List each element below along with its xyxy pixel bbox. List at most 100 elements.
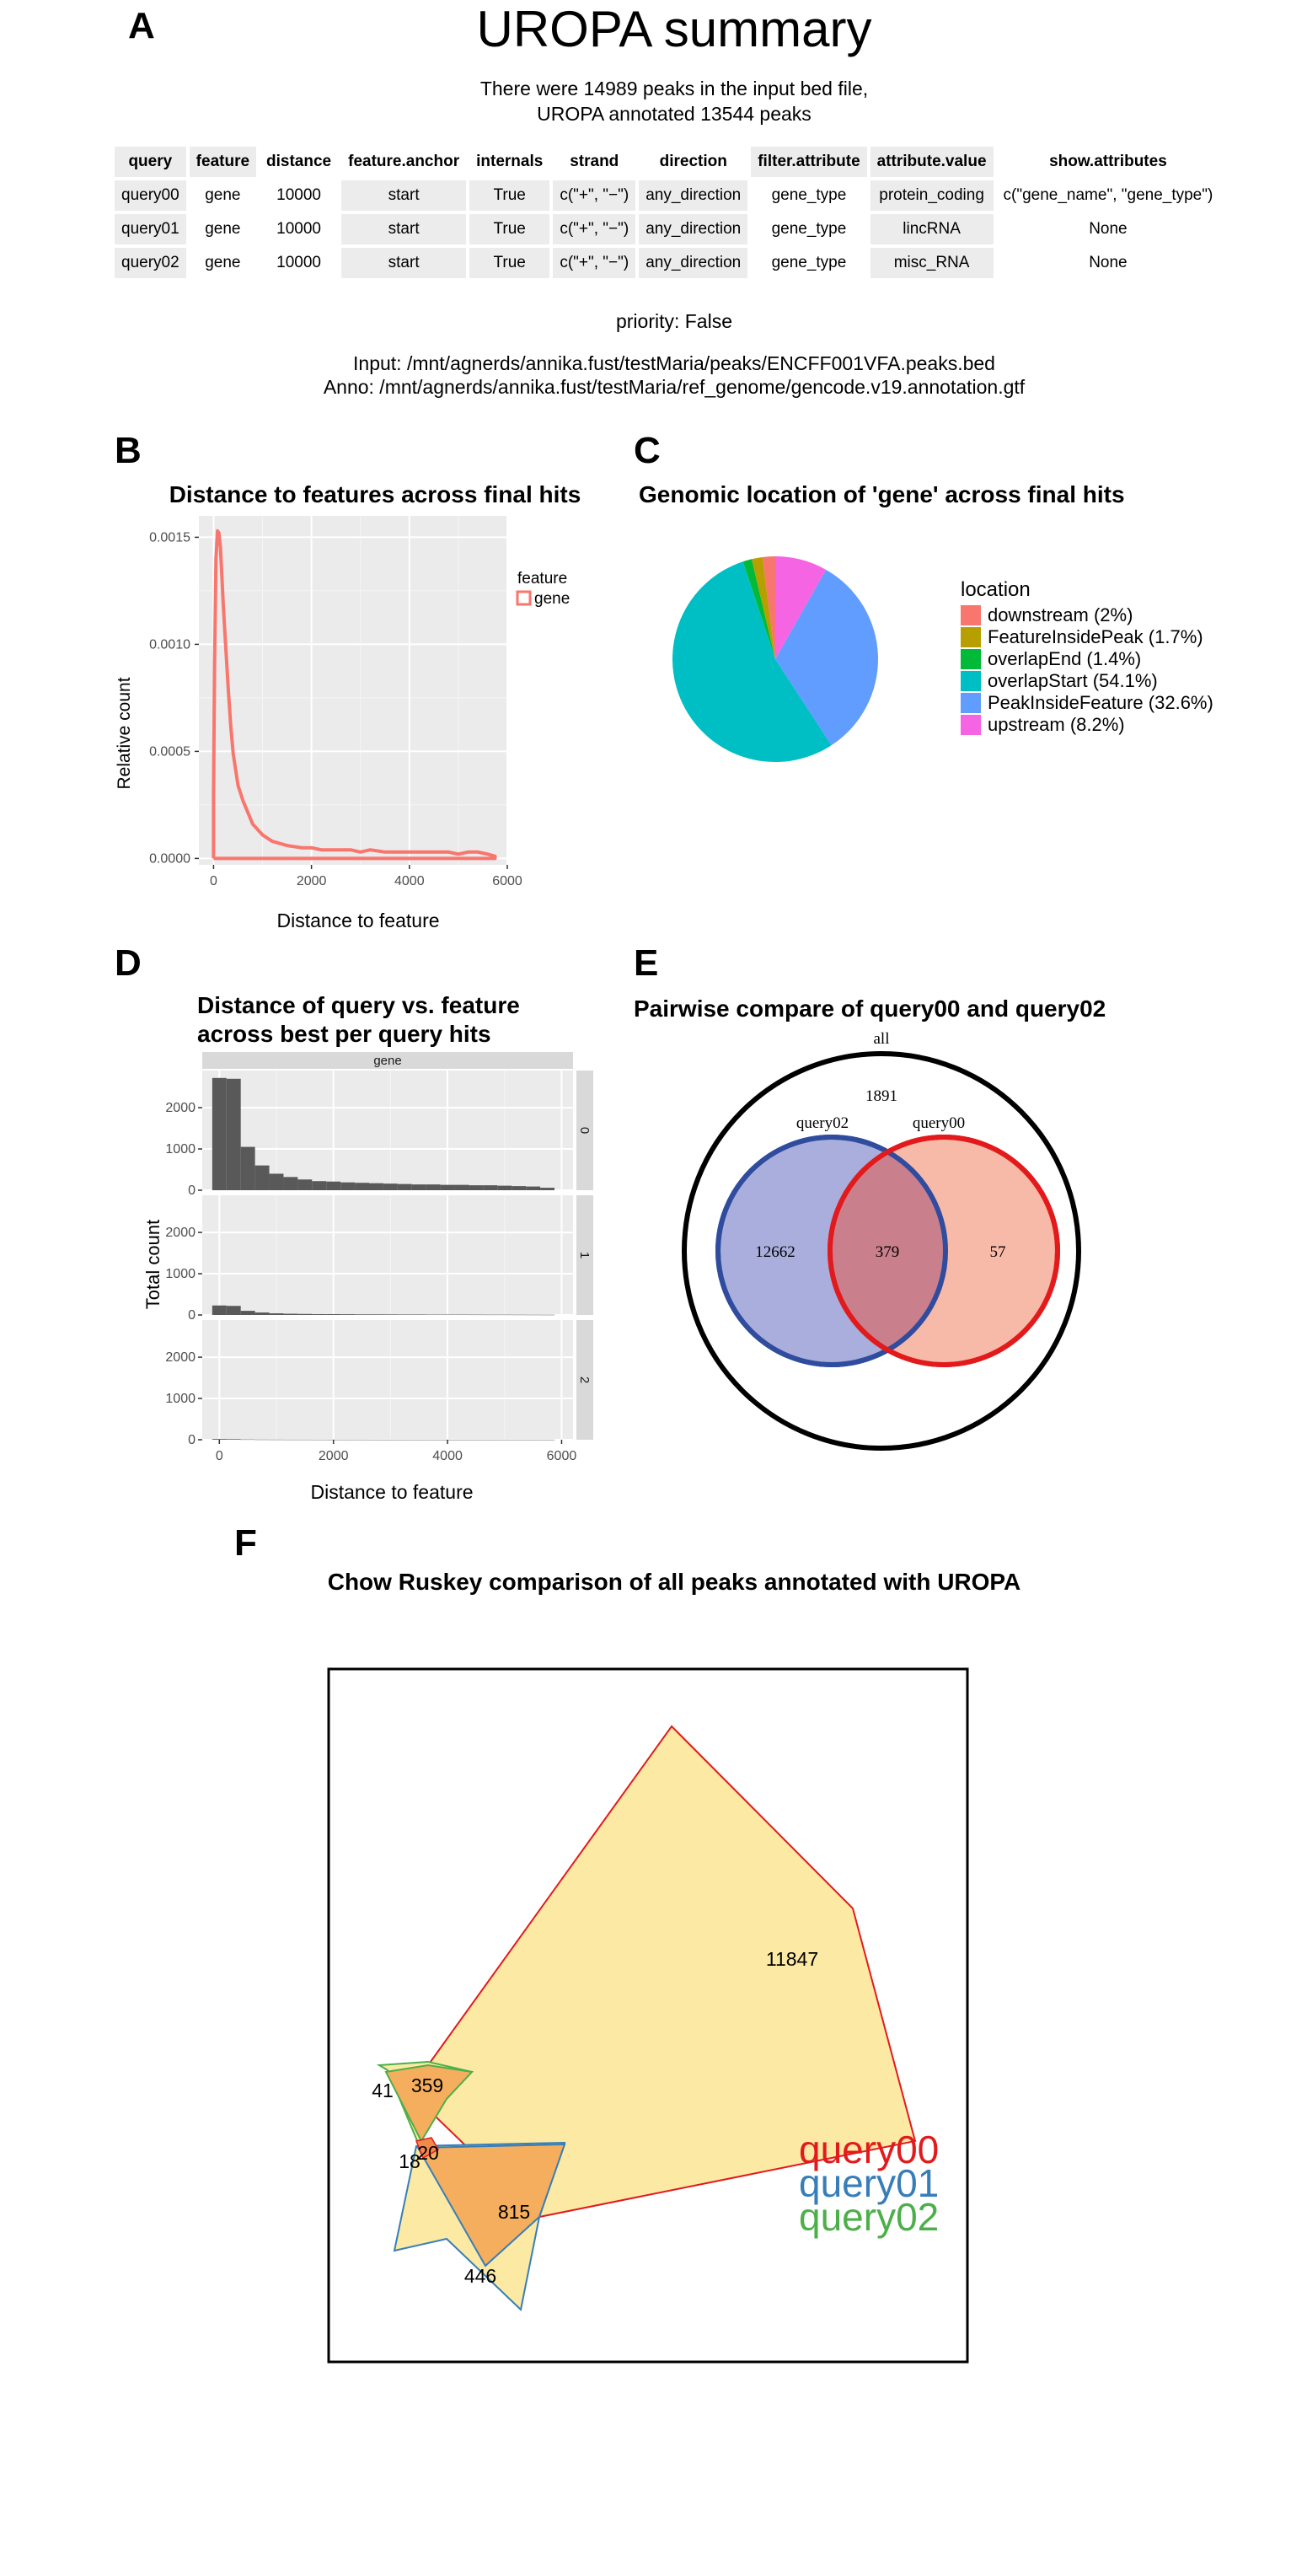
- y-tick-label: 2000: [165, 1101, 196, 1115]
- x-tick-label: 6000: [492, 874, 522, 888]
- histogram-bar: [212, 1077, 227, 1190]
- table-header: feature: [189, 147, 257, 177]
- table-header: direction: [659, 153, 727, 170]
- histogram-bar: [269, 1439, 284, 1441]
- histogram-bar: [383, 1439, 398, 1441]
- histogram-bar: [526, 1314, 541, 1316]
- histogram-bar: [254, 1165, 270, 1190]
- chart-c-pie: [672, 556, 878, 762]
- histogram-bar: [312, 1181, 327, 1190]
- histogram-bar: [540, 1188, 554, 1190]
- table-cell: query00: [115, 180, 186, 211]
- series-line-gene: [212, 529, 497, 861]
- histogram-bar: [340, 1314, 356, 1315]
- y-tick-label: 0: [188, 1433, 196, 1447]
- input-path: Input: /mnt/agnerds/annika.fust/testMari…: [353, 352, 995, 374]
- histogram-bar: [454, 1439, 469, 1441]
- region-label: 359: [411, 2074, 443, 2096]
- histogram-bar: [226, 1439, 241, 1440]
- histogram-bar: [340, 1182, 356, 1190]
- panel-letter-b: B: [115, 430, 142, 471]
- legend-entry-query02: query02: [799, 2195, 939, 2239]
- legend-entry: FeatureInsidePeak (1.7%): [988, 626, 1203, 647]
- histogram-bar: [312, 1314, 327, 1315]
- chart-b-ylabel: Relative count: [115, 677, 134, 789]
- chart-d-plot-area: gene 0 1000 2000 0 0 1000 2000 1 0 1000 2000 2 0 2000 4…: [165, 1052, 593, 1463]
- table-cell: start: [341, 248, 467, 278]
- facet-strip-right: [576, 1320, 593, 1440]
- facet-panel: [202, 1195, 573, 1315]
- histogram-bar: [512, 1186, 527, 1190]
- panel-letter-e: E: [634, 942, 659, 984]
- histogram-bar: [397, 1314, 412, 1315]
- table-cell: any_direction: [639, 248, 748, 278]
- histogram-bar: [226, 1306, 241, 1315]
- table-header: show.attributes: [1049, 153, 1167, 170]
- histogram-bar: [283, 1439, 298, 1441]
- chart-d-title-line-1: Distance of query vs. feature: [197, 992, 520, 1018]
- pie-slice: [762, 556, 775, 659]
- legend-entry: overlapStart (54.1%): [988, 670, 1158, 691]
- table-cell: gene: [205, 186, 241, 204]
- histogram-bar: [297, 1179, 313, 1190]
- table-cell: None: [1089, 220, 1128, 238]
- table-row: query01 gene 10000 start True c("+", "−"…: [115, 214, 1219, 244]
- table-cell: query02: [115, 248, 186, 278]
- region-label: 20: [417, 2142, 439, 2164]
- facet-strip-label: gene: [373, 1054, 401, 1068]
- table-cell: c("+", "−"): [553, 248, 636, 278]
- histogram-bar: [312, 1439, 327, 1441]
- table-cell: any_direction: [639, 180, 748, 211]
- histogram-bar: [369, 1183, 383, 1190]
- histogram-bar: [526, 1186, 541, 1190]
- venn-outer-label: all: [874, 1030, 890, 1048]
- table-cell: gene_type: [771, 186, 847, 204]
- table-row: query00 gene 10000 start True c("+", "−"…: [115, 180, 1219, 211]
- x-tick-label: 4000: [394, 874, 425, 888]
- histogram-bar: [240, 1311, 255, 1315]
- pie-slice: [775, 556, 827, 659]
- y-tick-label: 0.0005: [149, 744, 190, 759]
- histogram-bar: [240, 1439, 255, 1441]
- histogram-bar: [240, 1146, 255, 1190]
- histogram-bar: [540, 1439, 554, 1441]
- table-cell: start: [341, 180, 467, 211]
- chart-c-title: Genomic location of 'gene' across final …: [639, 481, 1125, 507]
- venn-circle-query02-outline: [715, 1135, 948, 1367]
- histogram-bar: [297, 1313, 313, 1315]
- facet-strip-label: 2: [577, 1377, 592, 1383]
- table-cell: any_direction: [639, 214, 748, 244]
- x-tick-label: 4000: [432, 1449, 463, 1463]
- region-label: 18: [399, 2150, 421, 2172]
- facet-panel: [202, 1320, 573, 1440]
- y-tick-label: 2000: [165, 1226, 196, 1240]
- histogram-bar: [411, 1184, 426, 1190]
- panel-letter-d: D: [115, 942, 142, 984]
- histogram-bar: [297, 1439, 313, 1441]
- legend-key: [961, 627, 981, 647]
- y-tick-label: 0: [188, 1308, 196, 1323]
- histogram-bar: [326, 1314, 341, 1315]
- histogram-bar: [512, 1314, 527, 1316]
- x-tick-label: 6000: [547, 1449, 577, 1463]
- chart-c: Genomic location of 'gene' across final …: [639, 481, 1213, 762]
- table-header: distance: [266, 153, 332, 170]
- venn-only-query02: 12662: [755, 1243, 795, 1261]
- chart-d-ylabel: Total count: [142, 1220, 163, 1309]
- histogram-bar: [397, 1439, 412, 1441]
- y-tick-label: 1000: [165, 1142, 196, 1157]
- chart-d-title-line-2: across best per query hits: [197, 1021, 491, 1047]
- histogram-bar: [426, 1184, 441, 1190]
- legend-key: [961, 715, 981, 735]
- x-tick-label: 2000: [319, 1449, 349, 1463]
- chart-b-title: Distance to features across final hits: [169, 481, 581, 507]
- table-header: attribute.value: [870, 147, 994, 177]
- y-tick-label: 0.0010: [149, 637, 190, 652]
- chart-b: Distance to features across final hits 0…: [115, 481, 581, 931]
- query-table: query feature distance feature.anchor in…: [111, 143, 1223, 282]
- table-cell: gene: [205, 220, 241, 238]
- histogram-bar: [254, 1439, 270, 1441]
- table-cell: True: [469, 214, 550, 244]
- y-tick-label: 0.0015: [149, 530, 190, 545]
